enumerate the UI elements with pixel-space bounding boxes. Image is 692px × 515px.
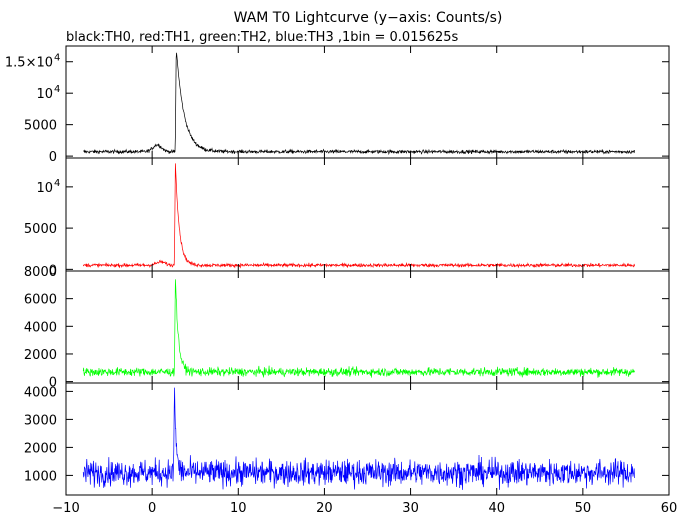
panel-th3: 1000 2000 3000 4000: [24, 382, 670, 496]
y-tick-label: 8000: [24, 265, 57, 280]
x-tick-label: 50: [575, 501, 592, 515]
y-tick-label: 10: [36, 87, 53, 102]
x-tick-label: 20: [316, 501, 333, 515]
x-tick-label: −10: [52, 501, 79, 515]
y-tick-label: 1000: [24, 469, 57, 484]
panel-frame: [65, 45, 670, 159]
x-tick-label: 30: [402, 501, 419, 515]
series-line-th2: [82, 279, 635, 379]
y-tick-label: 1.5×10: [5, 56, 53, 71]
y-tick-label: 0: [49, 263, 57, 278]
y-tick-label: 10: [36, 181, 53, 196]
panel-th1: 0 5000 10 4: [24, 157, 670, 278]
y-tick-exponent: 4: [54, 53, 60, 64]
series-line-th1: [82, 163, 635, 269]
y-tick-label: 3000: [24, 413, 57, 428]
x-axis: −10 0 10 20 30 40 50 60: [52, 501, 677, 515]
chart-subtitle: black:TH0, red:TH1, green:TH2, blue:TH3 …: [66, 30, 459, 45]
y-tick-label: 0: [49, 150, 57, 165]
y-tick-label: 5000: [24, 222, 57, 237]
chart-title: WAM T0 Lightcurve (y−axis: Counts/s): [234, 10, 503, 26]
y-tick-label: 5000: [24, 119, 57, 134]
x-tick-label: 60: [661, 501, 678, 515]
y-tick-exponent: 4: [54, 84, 60, 95]
y-tick-label: 0: [49, 376, 57, 391]
x-tick-label: 10: [230, 501, 247, 515]
y-tick-label: 2000: [24, 348, 57, 363]
panel-frame: [65, 382, 670, 496]
x-tick-label: 0: [148, 501, 156, 515]
y-tick-exponent: 4: [54, 178, 60, 189]
panel-frame: [65, 157, 670, 272]
y-tick-label: 4000: [24, 385, 57, 400]
series-line-th0: [83, 52, 635, 156]
x-tick-label: 40: [488, 501, 505, 515]
panel-th2: 0 2000 4000 6000 8000: [24, 265, 670, 391]
y-tick-label: 4000: [24, 320, 57, 335]
panel-frame: [65, 270, 670, 384]
series-line-th3: [82, 387, 635, 490]
y-tick-label: 2000: [24, 441, 57, 456]
y-tick-label: 6000: [24, 293, 57, 308]
